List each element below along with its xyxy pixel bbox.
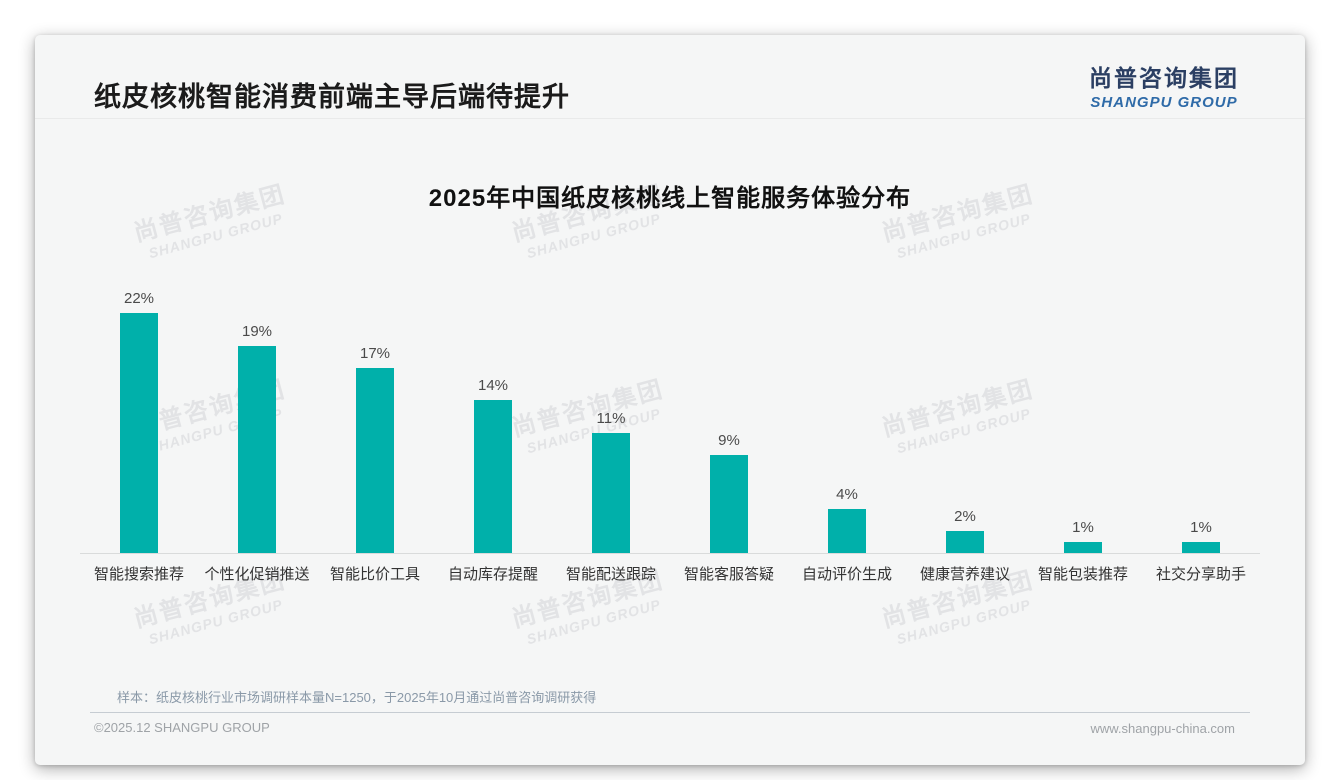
category-label: 自动评价生成: [801, 566, 892, 583]
category-axis: 智能搜索推荐 个性化促销推送 智能比价工具 自动库存提醒 智能配送跟踪 智能客服答疑 自动评…: [80, 563, 1260, 584]
bar: [1064, 542, 1102, 553]
category-label: 智能比价工具: [329, 566, 420, 583]
bar: [474, 400, 512, 553]
bar: [120, 313, 158, 553]
bar-value-label: 17%: [359, 345, 391, 362]
bar-value-label: 22%: [123, 290, 155, 307]
footer-divider: [90, 712, 1250, 713]
bar-value-label: 11%: [596, 410, 626, 427]
logo-text-en: SHANGPU GROUP: [1090, 94, 1238, 111]
bar-value-label: 1%: [1072, 519, 1094, 536]
bar-value-label: 4%: [836, 486, 858, 503]
bar-group: 11%: [552, 410, 670, 553]
bar-value-label: 2%: [954, 508, 976, 525]
category-label: 个性化促销推送: [204, 566, 310, 583]
bar-value-label: 19%: [241, 323, 273, 340]
bar: [946, 531, 984, 553]
bar-group: 17%: [316, 345, 434, 553]
bar-value-label: 9%: [718, 432, 740, 449]
bar: [710, 455, 748, 553]
bar-value-label: 14%: [477, 377, 509, 394]
bar-group: 4%: [788, 486, 906, 553]
bar-group: 1%: [1142, 519, 1260, 553]
bar-group: 9%: [670, 432, 788, 553]
category-label: 社交分享助手: [1155, 566, 1246, 583]
sample-note: 样本：纸皮核桃行业市场调研样本量N=1250，于2025年10月通过尚普咨询调研…: [117, 690, 597, 705]
footer-copyright: ©2025.12 SHANGPU GROUP: [94, 720, 270, 735]
page-title: 纸皮核桃智能消费前端主导后端待提升: [94, 82, 570, 112]
bar: [356, 368, 394, 553]
card-content: 纸皮核桃智能消费前端主导后端待提升 尚普咨询集团 SHANGPU GROUP 2…: [35, 35, 1305, 765]
report-card: 尚普咨询集团 SHANGPU GROUP 尚普咨询集团 SHANGPU GROUP 尚普…: [35, 35, 1305, 765]
category-label: 健康营养建议: [919, 566, 1010, 583]
bar-group: 1%: [1024, 519, 1142, 553]
bar: [1182, 542, 1220, 553]
bar-group: 2%: [906, 508, 1024, 553]
category-label: 智能包装推荐: [1037, 566, 1128, 583]
bar-group: 14%: [434, 377, 552, 553]
bar: [828, 509, 866, 553]
footer-url: www.shangpu-china.com: [1090, 721, 1235, 736]
category-label: 智能客服答疑: [683, 566, 774, 583]
title-divider: [35, 118, 1305, 119]
x-axis-line: [80, 553, 1260, 554]
bar-value-label: 1%: [1190, 519, 1212, 536]
category-label: 智能配送跟踪: [565, 566, 656, 583]
bar: [592, 433, 630, 553]
chart-title: 2025年中国纸皮核桃线上智能服务体验分布: [428, 185, 912, 212]
shangpu-logo: 尚普咨询集团 SHANGPU GROUP: [1089, 59, 1239, 111]
bar: [238, 346, 276, 553]
logo-text-cn: 尚普咨询集团: [1089, 65, 1239, 91]
bar-plot: 22% 19% 17% 14% 11% 9% 4% 2% 1% 1%: [80, 35, 1260, 553]
bar-group: 22%: [80, 290, 198, 553]
category-label: 智能搜索推荐: [93, 566, 184, 583]
bar-group: 19%: [198, 323, 316, 553]
category-label: 自动库存提醒: [447, 566, 538, 583]
